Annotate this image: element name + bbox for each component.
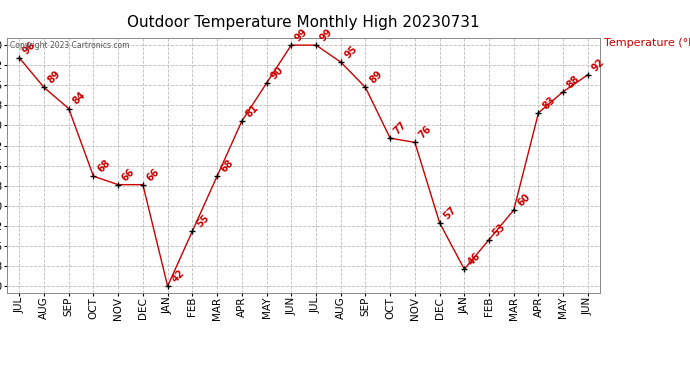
Text: 68: 68: [95, 158, 112, 174]
Text: 60: 60: [515, 192, 533, 208]
Text: 55: 55: [195, 213, 211, 230]
Text: 53: 53: [491, 221, 508, 238]
Text: 77: 77: [392, 120, 408, 136]
Text: 99: 99: [293, 27, 310, 44]
Text: 89: 89: [46, 69, 63, 86]
Text: 90: 90: [268, 65, 285, 81]
Text: Temperature (°F): Temperature (°F): [604, 38, 690, 48]
Text: 92: 92: [590, 56, 607, 73]
Text: 57: 57: [442, 204, 458, 221]
Text: 95: 95: [343, 44, 359, 60]
Text: Outdoor Temperature Monthly High 20230731: Outdoor Temperature Monthly High 2023073…: [127, 15, 480, 30]
Text: 66: 66: [120, 166, 137, 183]
Text: 81: 81: [244, 103, 260, 120]
Text: 46: 46: [466, 251, 483, 267]
Text: 66: 66: [145, 166, 161, 183]
Text: 83: 83: [540, 94, 557, 111]
Text: Copyright 2023 Cartronics.com: Copyright 2023 Cartronics.com: [10, 41, 130, 50]
Text: 99: 99: [318, 27, 335, 44]
Text: 88: 88: [565, 73, 582, 90]
Text: 96: 96: [21, 39, 38, 56]
Text: 68: 68: [219, 158, 236, 174]
Text: 89: 89: [367, 69, 384, 86]
Text: 84: 84: [70, 90, 88, 107]
Text: 42: 42: [170, 268, 186, 285]
Text: 76: 76: [417, 124, 433, 141]
